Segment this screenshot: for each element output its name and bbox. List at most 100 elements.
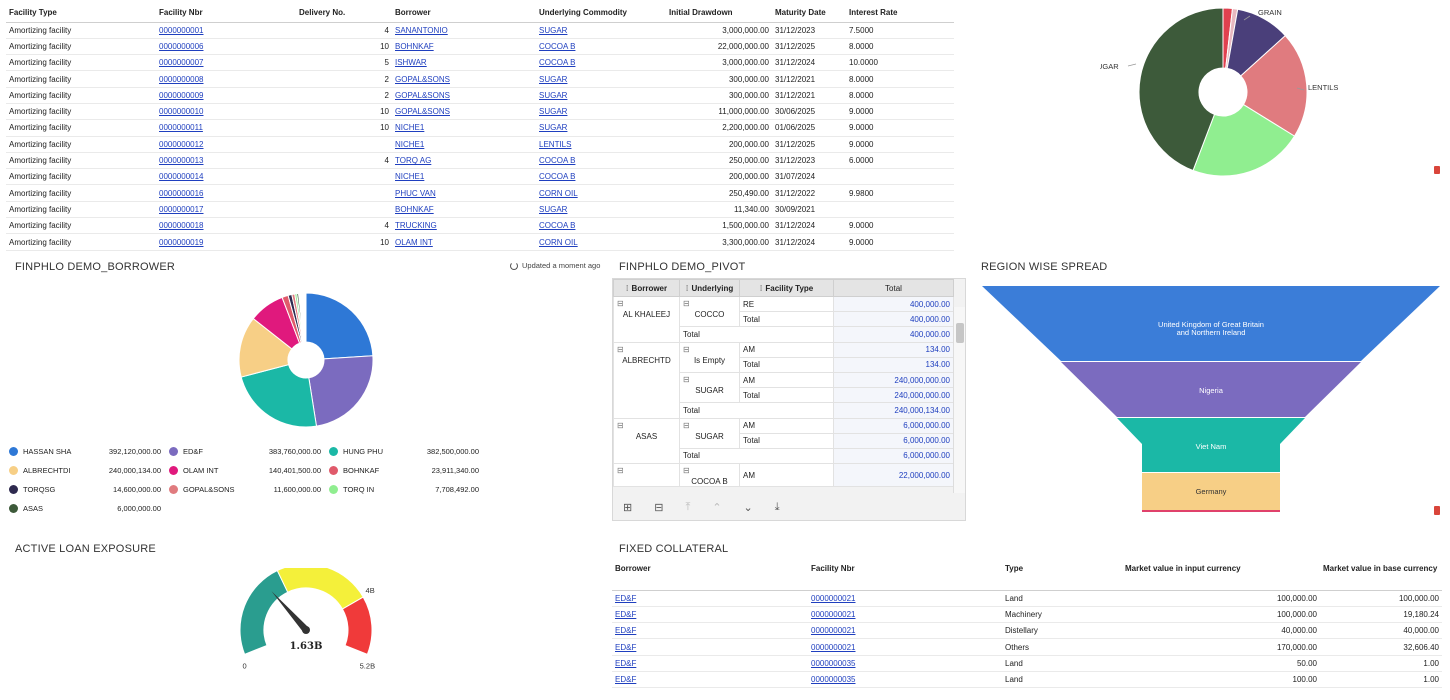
commodity-link[interactable]: COCOA B bbox=[539, 41, 576, 51]
facility-nbr-link[interactable]: 0000000016 bbox=[159, 188, 204, 198]
scroll-bottom-icon[interactable]: ⤓ bbox=[774, 500, 780, 513]
borrower-link[interactable]: SANANTONIO bbox=[395, 25, 448, 35]
refresh-icon[interactable] bbox=[510, 261, 518, 270]
borrower-link[interactable]: ED&F bbox=[615, 593, 637, 603]
col-facility-nbr[interactable]: Facility Nbr bbox=[156, 4, 296, 23]
facility-nbr-link[interactable]: 0000000012 bbox=[159, 139, 204, 149]
col-collateral-type[interactable]: Type bbox=[1002, 560, 1122, 591]
expand-all-icon[interactable]: ⊞ bbox=[623, 501, 633, 514]
borrower-link[interactable]: ED&F bbox=[615, 658, 637, 668]
facility-nbr-link[interactable]: 0000000006 bbox=[159, 41, 204, 51]
collapse-icon[interactable]: ⊟ bbox=[617, 299, 624, 308]
borrower-link[interactable]: ED&F bbox=[615, 642, 637, 652]
commodity-slice[interactable] bbox=[1192, 103, 1296, 177]
commodity-link[interactable]: COCOA B bbox=[539, 172, 576, 182]
scroll-thumb[interactable] bbox=[956, 323, 964, 343]
borrower-link[interactable]: GOPAL&SONS bbox=[395, 90, 450, 100]
legend-item[interactable]: ASAS 6,000,000.00 bbox=[9, 504, 169, 513]
commodity-link[interactable]: CORN OIL bbox=[539, 237, 578, 247]
pivot-header-total[interactable]: Total bbox=[833, 279, 954, 297]
commodity-link[interactable]: COCOA B bbox=[539, 156, 576, 166]
facility-nbr-link[interactable]: 0000000035 bbox=[811, 658, 856, 668]
facility-nbr-link[interactable]: 0000000018 bbox=[159, 221, 204, 231]
facility-nbr-link[interactable]: 0000000007 bbox=[159, 58, 204, 68]
borrower-link[interactable]: ISHWAR bbox=[395, 58, 427, 68]
borrower-slice[interactable] bbox=[296, 292, 305, 343]
legend-item[interactable]: OLAM INT 140,401,500.00 bbox=[169, 466, 329, 475]
col-maturity-date[interactable]: Maturity Date bbox=[772, 4, 846, 23]
commodity-slice[interactable] bbox=[1240, 34, 1308, 137]
borrower-link[interactable]: ED&F bbox=[615, 626, 637, 636]
borrower-link[interactable]: ED&F bbox=[615, 675, 637, 685]
col-initial-drawdown[interactable]: Initial Drawdown bbox=[666, 4, 772, 23]
facility-nbr-link[interactable]: 0000000013 bbox=[159, 156, 204, 166]
commodity-slice[interactable] bbox=[1138, 7, 1224, 172]
borrower-slice[interactable] bbox=[308, 355, 374, 427]
borrower-link[interactable]: TRUCKING bbox=[395, 221, 437, 231]
facility-nbr-link[interactable]: 0000000017 bbox=[159, 204, 204, 214]
expand-icon[interactable] bbox=[1434, 506, 1440, 515]
facility-nbr-link[interactable]: 0000000011 bbox=[159, 123, 203, 133]
col-commodity[interactable]: Underlying Commodity bbox=[536, 4, 666, 23]
legend-item[interactable]: ALBRECHTDI 240,000,134.00 bbox=[9, 466, 169, 475]
collapse-all-icon[interactable]: ⊟ bbox=[654, 501, 664, 514]
commodity-link[interactable]: SUGAR bbox=[539, 107, 568, 117]
legend-item[interactable]: ED&F 383,760,000.00 bbox=[169, 447, 329, 456]
expand-icon[interactable] bbox=[1434, 166, 1440, 174]
collapse-icon[interactable]: ⊟ bbox=[683, 374, 690, 384]
collapse-icon[interactable]: ⊟ bbox=[683, 420, 690, 430]
facility-nbr-link[interactable]: 0000000001 bbox=[159, 25, 204, 35]
collapse-icon[interactable]: ⊟ bbox=[683, 344, 690, 354]
commodity-link[interactable]: SUGAR bbox=[539, 90, 568, 100]
col-collateral-borrower[interactable]: Borrower bbox=[612, 560, 808, 591]
borrower-link[interactable]: BOHNKAF bbox=[395, 204, 434, 214]
pivot-header-borrower[interactable]: ⁞ Borrower bbox=[613, 279, 680, 297]
facility-nbr-link[interactable]: 0000000021 bbox=[811, 609, 856, 619]
scroll-top-icon[interactable]: ⤒ bbox=[685, 500, 691, 513]
pivot-scrollbar[interactable] bbox=[953, 307, 965, 493]
scroll-down-icon[interactable]: ⌄ bbox=[743, 501, 753, 514]
legend-item[interactable]: GOPAL&SONS 11,600,000.00 bbox=[169, 485, 329, 494]
col-market-value-base[interactable]: Market value in base currency bbox=[1320, 560, 1442, 591]
borrower-slice[interactable] bbox=[238, 317, 293, 378]
sort-handle-icon[interactable]: ⁞ bbox=[625, 283, 629, 293]
commodity-link[interactable]: CORN OIL bbox=[539, 188, 578, 198]
col-delivery-no[interactable]: Delivery No. bbox=[296, 4, 392, 23]
facility-nbr-link[interactable]: 0000000009 bbox=[159, 90, 204, 100]
borrower-slice[interactable] bbox=[305, 292, 374, 360]
facility-nbr-link[interactable]: 0000000010 bbox=[159, 107, 204, 117]
borrower-slice[interactable] bbox=[240, 363, 318, 428]
col-facility-type[interactable]: Facility Type bbox=[6, 4, 156, 23]
col-collateral-facility[interactable]: Facility Nbr bbox=[808, 560, 1002, 591]
col-borrower[interactable]: Borrower bbox=[392, 4, 536, 23]
commodity-link[interactable]: LENTILS bbox=[539, 139, 572, 149]
facility-nbr-link[interactable]: 0000000008 bbox=[159, 74, 204, 84]
commodity-link[interactable]: SUGAR bbox=[539, 204, 568, 214]
legend-item[interactable]: BOHNKAF 23,911,340.00 bbox=[329, 466, 479, 475]
facility-nbr-link[interactable]: 0000000014 bbox=[159, 172, 204, 182]
pivot-header-facility-type[interactable]: ⁞ Facility Type bbox=[739, 279, 834, 297]
borrower-link[interactable]: NICHE1 bbox=[395, 139, 425, 149]
collapse-icon[interactable]: ⊟ bbox=[617, 466, 624, 476]
pivot-header-underlying[interactable]: ⁞ Underlying bbox=[679, 279, 740, 297]
sort-handle-icon[interactable]: ⁞ bbox=[759, 283, 763, 293]
commodity-link[interactable]: SUGAR bbox=[539, 25, 568, 35]
borrower-link[interactable]: GOPAL&SONS bbox=[395, 74, 450, 84]
commodity-link[interactable]: COCOA B bbox=[539, 221, 576, 231]
commodity-link[interactable]: COCOA B bbox=[539, 58, 576, 68]
col-interest-rate[interactable]: Interest Rate bbox=[846, 4, 954, 23]
borrower-link[interactable]: ED&F bbox=[615, 609, 637, 619]
borrower-link[interactable]: NICHE1 bbox=[395, 123, 425, 133]
legend-item[interactable]: HASSAN SHA 392,120,000.00 bbox=[9, 447, 169, 456]
col-market-value-input[interactable]: Market value in input currency bbox=[1122, 560, 1320, 591]
commodity-link[interactable]: SUGAR bbox=[539, 74, 568, 84]
borrower-link[interactable]: TORQ AG bbox=[395, 156, 432, 166]
borrower-link[interactable]: GOPAL&SONS bbox=[395, 107, 450, 117]
facility-nbr-link[interactable]: 0000000021 bbox=[811, 626, 856, 636]
legend-item[interactable]: HUNG PHU 382,500,000.00 bbox=[329, 447, 479, 456]
facility-nbr-link[interactable]: 0000000021 bbox=[811, 642, 856, 652]
scroll-up-icon[interactable]: ⌃ bbox=[712, 501, 722, 514]
legend-item[interactable]: TORQ IN 7,708,492.00 bbox=[329, 485, 479, 494]
commodity-link[interactable]: SUGAR bbox=[539, 123, 568, 133]
collapse-icon[interactable]: ⊟ bbox=[617, 420, 624, 430]
